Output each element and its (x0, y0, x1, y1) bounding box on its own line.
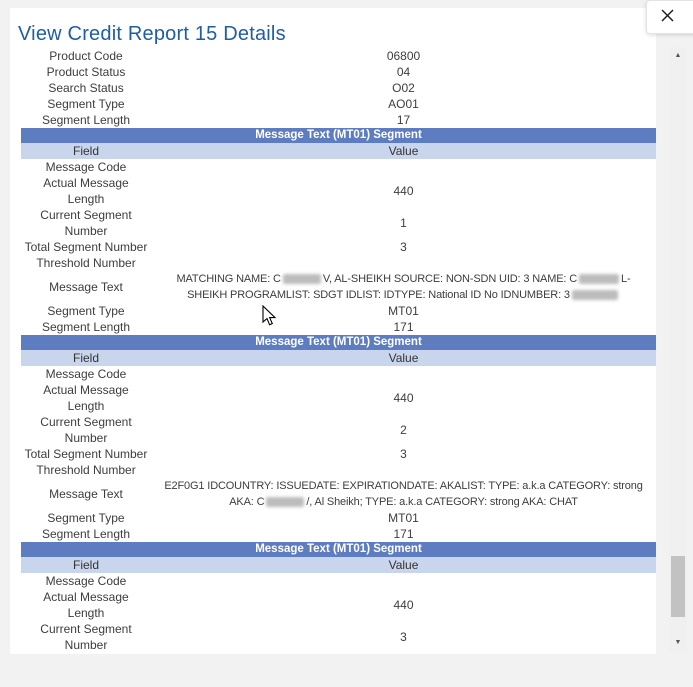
scroll-up-icon[interactable]: ▲ (674, 52, 682, 59)
column-header-row: Field Value (21, 557, 656, 573)
value-cell: O02 (392, 81, 415, 95)
table-row: Segment Type MT01 (21, 510, 656, 526)
value-cell: 06800 (386, 49, 421, 63)
scrollbar-thumb[interactable] (671, 556, 685, 617)
value-column-header: Value (388, 558, 419, 572)
table-row: Current Segment Number 2 (21, 414, 656, 446)
column-header-row: Field Value (21, 143, 656, 159)
segment-header: Message Text (MT01) Segment (21, 542, 656, 557)
table-row: Product Code 06800 (21, 48, 656, 64)
value-cell: MT01 (388, 304, 419, 318)
value-cell: 2 (400, 423, 407, 437)
value-cell: AO01 (388, 97, 419, 111)
credit-report-details-dialog: View Credit Report 15 Details Product Co… (10, 8, 656, 654)
table-row: Current Segment Number 3 (21, 621, 656, 651)
value-cell: 171 (393, 320, 414, 334)
page-title: View Credit Report 15 Details (18, 23, 286, 45)
field-cell: Segment Type (47, 304, 125, 318)
table-row: Product Status 04 (21, 64, 656, 80)
field-cell: Segment Length (41, 320, 131, 334)
field-cell: Threshold Number (36, 256, 136, 270)
scroll-down-icon[interactable]: ▼ (674, 639, 682, 646)
field-cell: Message Text (49, 487, 123, 501)
table-row: Message Code (21, 366, 656, 382)
field-column-header: Field (72, 144, 99, 158)
value-cell: MATCHING NAME: C V, AL-SHEIKH SOURCE: NON… (151, 271, 656, 303)
details-table-scroll-area[interactable]: Product Code 06800 Product Status 04 Search … (21, 48, 656, 651)
field-cell: Segment Type (47, 97, 125, 111)
value-cell: 04 (396, 65, 411, 79)
value-cell: 3 (400, 240, 407, 254)
value-cell: E2F0G1 IDCOUNTRY: ISSUEDATE: EXPIRATIOND… (151, 478, 656, 510)
value-cell: MT01 (388, 511, 419, 525)
field-cell: Message Text (49, 280, 123, 294)
table-row: Segment Type MT01 (21, 303, 656, 319)
vertical-scrollbar[interactable]: ▲ ▼ (669, 47, 687, 651)
value-cell: 171 (393, 527, 414, 541)
field-cell: Current Segment Number (40, 415, 132, 445)
field-cell: Message Code (45, 367, 127, 381)
value-cell: 440 (393, 598, 414, 612)
field-cell: Message Code (45, 574, 127, 588)
field-cell: Segment Length (41, 113, 131, 127)
table-row: Total Segment Number 3 (21, 446, 656, 462)
table-row: Current Segment Number 1 (21, 207, 656, 239)
message-text-line: AKA: C/, Al Sheikh; TYPE: a.k.a CATEGORY… (229, 496, 578, 508)
message-text-line: MATCHING NAME: C V, AL-SHEIKH SOURCE: NON… (176, 273, 631, 285)
table-row: Segment Length 17 (21, 112, 656, 128)
details-table: Product Code 06800 Product Status 04 Search … (21, 48, 656, 651)
field-cell: Actual Message Length (43, 383, 129, 413)
value-cell: 1 (400, 216, 407, 230)
field-cell: Product Code (49, 49, 123, 63)
table-row: Actual Message Length 440 (21, 589, 656, 621)
field-cell: Current Segment Number (40, 208, 132, 238)
field-cell: Total Segment Number (24, 447, 148, 461)
table-row: Threshold Number (21, 462, 656, 478)
table-row: Actual Message Length 440 (21, 382, 656, 414)
close-icon (661, 9, 674, 25)
field-cell: Message Code (45, 160, 127, 174)
close-button[interactable] (646, 0, 693, 34)
table-row: Threshold Number (21, 255, 656, 271)
segment-header: Message Text (MT01) Segment (21, 128, 656, 143)
field-cell: Actual Message Length (43, 590, 129, 620)
table-row: Segment Length 171 (21, 319, 656, 335)
message-text-line: SHEIKH PROGRAMLIST: SDGT IDLIST: IDTYPE:… (151, 287, 656, 303)
table-row: Segment Length 171 (21, 526, 656, 542)
table-row: Message Text MATCHING NAME: C V, AL-SHEIKH… (21, 271, 656, 303)
value-column-header: Value (388, 144, 419, 158)
field-cell: Product Status (46, 65, 126, 79)
table-row: Actual Message Length 440 (21, 175, 656, 207)
redacted-text (266, 497, 305, 508)
field-cell: Search Status (48, 81, 124, 95)
value-cell: 440 (393, 184, 414, 198)
column-header-row: Field Value (21, 350, 656, 366)
table-row: Message Code (21, 159, 656, 175)
field-column-header: Field (72, 558, 99, 572)
field-cell: Actual Message Length (43, 176, 129, 206)
table-row: Segment Type AO01 (21, 96, 656, 112)
table-row: Search Status O02 (21, 80, 656, 96)
value-cell: 17 (396, 113, 411, 127)
field-cell: Total Segment Number (24, 240, 148, 254)
table-row: Total Segment Number 3 (21, 239, 656, 255)
field-column-header: Field (72, 351, 99, 365)
field-cell: Current Segment Number (40, 622, 132, 651)
segment-header: Message Text (MT01) Segment (21, 335, 656, 350)
field-cell: Segment Length (41, 527, 131, 541)
table-row: Message Code (21, 573, 656, 589)
redacted-text (579, 274, 619, 285)
table-row: Message Text E2F0G1 IDCOUNTRY: ISSUEDATE:… (21, 478, 656, 510)
message-text-line: E2F0G1 IDCOUNTRY: ISSUEDATE: EXPIRATIOND… (164, 480, 643, 492)
value-column-header: Value (388, 351, 419, 365)
value-cell: 3 (400, 630, 407, 644)
field-cell: Segment Type (47, 511, 125, 525)
value-cell: 3 (400, 447, 407, 461)
redacted-text (571, 290, 618, 301)
value-cell: 440 (393, 391, 414, 405)
field-cell: Threshold Number (36, 463, 136, 477)
redacted-text (282, 274, 321, 285)
